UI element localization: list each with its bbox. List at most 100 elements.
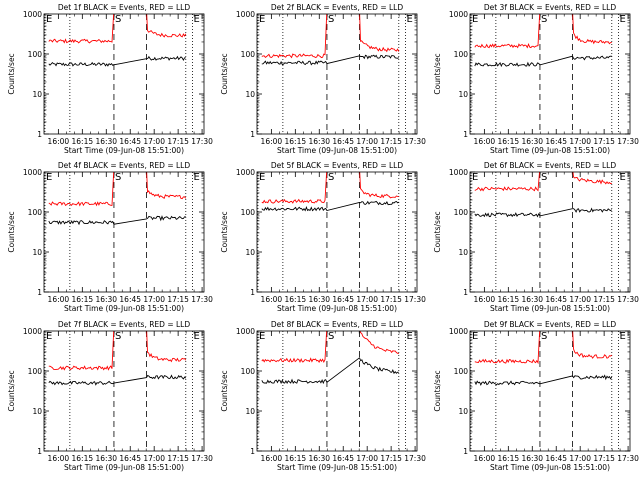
marker-label: E (194, 172, 200, 183)
x-tick-label: 17:15 (167, 454, 189, 463)
panel-title: Det 5f BLACK = Events, RED = LLD (271, 161, 404, 170)
y-tick-label: 1000 (23, 10, 42, 19)
y-tick-label: 1 (463, 447, 468, 456)
series-line-events (474, 374, 613, 386)
x-tick-label: 16:00 (48, 295, 70, 304)
x-tick-label: 17:15 (167, 137, 189, 146)
x-tick-label: 16:00 (474, 295, 496, 304)
series-line-lld (48, 331, 187, 371)
y-tick-label: 100 (28, 50, 43, 59)
plot-frame (469, 171, 631, 293)
y-tick-label: 10 (458, 407, 468, 416)
marker-label: E (46, 14, 52, 25)
y-tick-label: 1000 (449, 10, 468, 19)
x-tick-label: 16:15 (72, 137, 94, 146)
x-axis-label: Start Time (09-Jun-08 15:51:00) (64, 463, 184, 472)
x-tick-label: 16:15 (498, 454, 520, 463)
x-tick-label: 16:30 (95, 137, 117, 146)
data-layer (257, 14, 406, 134)
x-axis-label: Start Time (09-Jun-08 15:51:00) (64, 304, 184, 313)
y-tick-label: 1 (37, 130, 42, 139)
x-tick-label: 16:30 (521, 137, 543, 146)
y-tick-label: 100 (241, 367, 256, 376)
x-tick-label: 16:15 (285, 454, 307, 463)
y-axis-label: Counts/sec (433, 53, 442, 94)
marker-label: E (194, 331, 200, 342)
data-layer (44, 14, 193, 134)
x-tick-label: 17:00 (569, 295, 591, 304)
plot-frame (469, 330, 631, 452)
y-tick-label: 100 (454, 50, 469, 59)
marker-label: E (259, 14, 265, 25)
marker-label: E (472, 172, 478, 183)
y-tick-label: 1000 (449, 168, 468, 177)
marker-label: E (259, 331, 265, 342)
x-tick-label: 17:15 (593, 454, 615, 463)
y-tick-label: 100 (28, 367, 43, 376)
marker-label: S (541, 331, 547, 342)
x-axis-label: Start Time (09-Jun-08 15:51:00) (277, 146, 397, 155)
x-tick-label: 16:45 (545, 454, 567, 463)
series-line-lld (261, 14, 400, 59)
data-layer (44, 172, 193, 292)
x-tick-label: 17:30 (404, 295, 426, 304)
y-tick-label: 100 (241, 208, 256, 217)
y-axis-label: Counts/sec (7, 211, 16, 252)
x-tick-label: 16:15 (285, 295, 307, 304)
x-tick-label: 17:00 (143, 295, 165, 304)
x-axis-label: Start Time (09-Jun-08 15:51:00) (277, 463, 397, 472)
panel-title: Det 9f BLACK = Events, RED = LLD (484, 320, 617, 329)
y-tick-label: 1000 (236, 10, 255, 19)
y-tick-label: 10 (245, 407, 255, 416)
series-line-lld (474, 14, 612, 49)
marker-label: S (328, 172, 334, 183)
series-line-events (48, 374, 187, 386)
x-tick-label: 16:30 (95, 295, 117, 304)
y-axis-label: Counts/sec (433, 211, 442, 252)
y-axis-label: Counts/sec (7, 53, 16, 94)
y-tick-label: 1 (37, 447, 42, 456)
y-tick-label: 10 (32, 248, 42, 257)
y-axis-label: Counts/sec (220, 370, 229, 411)
y-tick-label: 1 (37, 288, 42, 297)
series-line-lld (261, 172, 399, 204)
x-tick-label: 17:30 (404, 137, 426, 146)
x-tick-label: 17:15 (593, 137, 615, 146)
series-line-events (48, 215, 186, 226)
marker-label: S (115, 14, 121, 25)
x-axis-label: Start Time (09-Jun-08 15:51:00) (277, 304, 397, 313)
y-tick-label: 1 (250, 288, 255, 297)
x-tick-label: 16:15 (498, 295, 520, 304)
x-tick-label: 17:00 (356, 295, 378, 304)
y-tick-label: 10 (458, 90, 468, 99)
x-tick-label: 17:15 (593, 295, 615, 304)
panel-title: Det 1f BLACK = Events, RED = LLD (58, 3, 191, 12)
y-tick-label: 100 (28, 208, 43, 217)
x-tick-label: 17:30 (617, 454, 639, 463)
x-tick-label: 16:45 (545, 137, 567, 146)
x-tick-label: 17:30 (404, 454, 426, 463)
x-tick-label: 17:00 (356, 454, 378, 463)
plot-frame (256, 13, 418, 135)
marker-label: E (472, 331, 478, 342)
marker-label: E (620, 172, 626, 183)
marker-label: E (407, 172, 413, 183)
y-axis-label: Counts/sec (220, 53, 229, 94)
x-axis-label: Start Time (09-Jun-08 15:51:00) (64, 146, 184, 155)
x-tick-label: 16:30 (308, 295, 330, 304)
x-tick-label: 17:00 (569, 454, 591, 463)
marker-label: E (620, 14, 626, 25)
series-line-lld (48, 172, 187, 207)
plot-frame (43, 330, 205, 452)
y-tick-label: 100 (241, 50, 256, 59)
x-tick-label: 17:00 (143, 454, 165, 463)
plot-frame (256, 171, 418, 293)
x-tick-label: 17:30 (191, 295, 213, 304)
